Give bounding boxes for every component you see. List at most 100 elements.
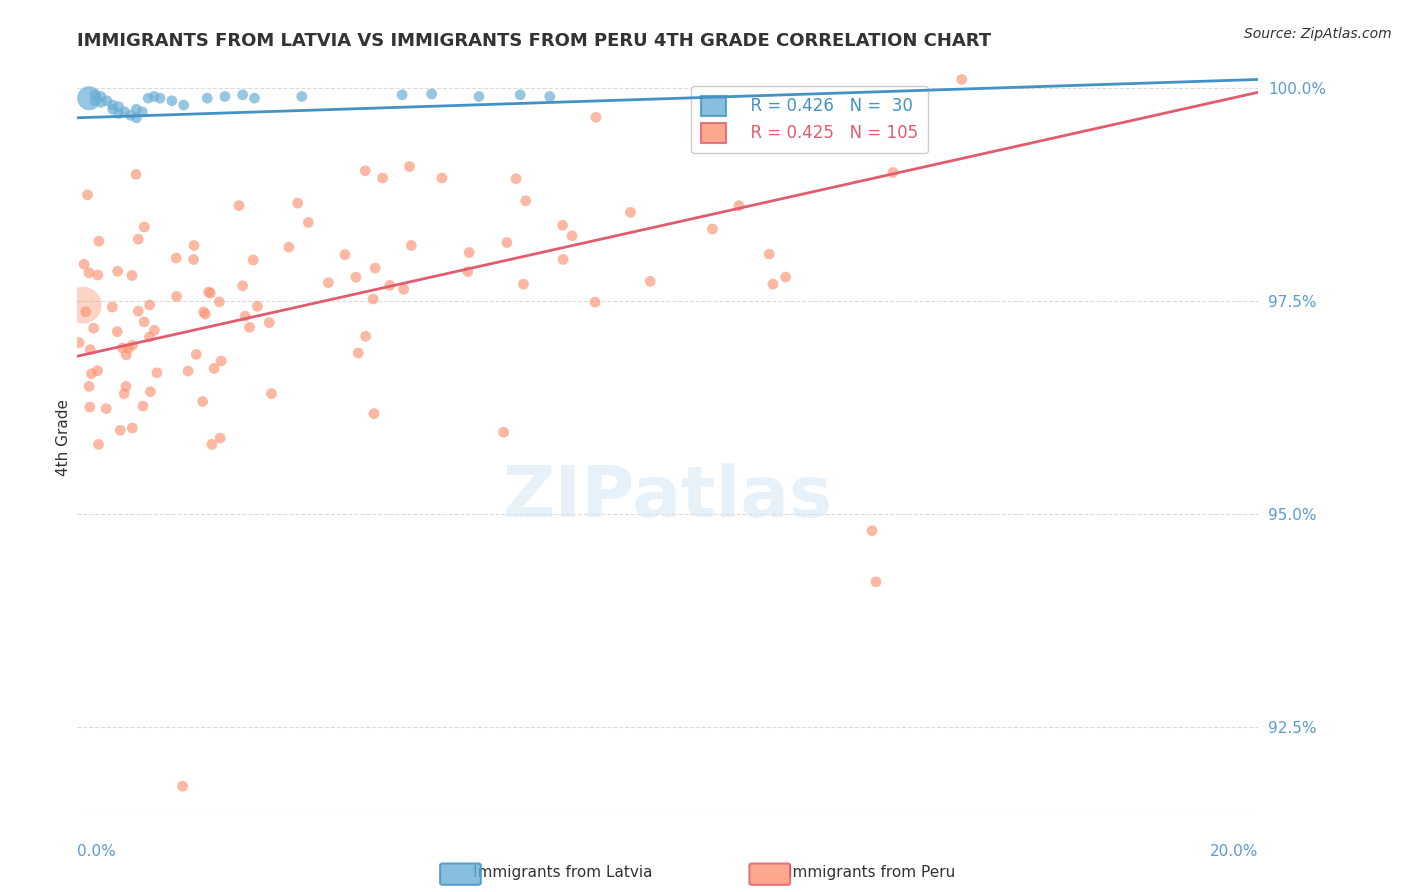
Point [127,304,149,318]
Point [86,364,108,378]
Point [728,199,751,213]
Point [583,295,606,310]
Point [125,102,148,116]
Point [509,87,531,102]
Point [75,305,97,319]
Point [101,98,124,112]
Point [561,228,583,243]
Point [363,407,385,421]
Text: 20.0%: 20.0% [1211,845,1258,859]
Text: 4th Grade: 4th Grade [56,399,70,475]
Point [186,347,208,361]
Point [246,299,269,313]
Point [77,379,100,393]
Point [121,338,143,352]
Point [361,292,384,306]
Point [134,315,156,329]
Point [77,266,100,280]
Text: ZIPatlas: ZIPatlas [503,463,832,532]
Point [492,425,515,440]
Point [101,102,124,116]
Point [318,276,340,290]
Point [232,87,254,102]
Point [96,94,118,108]
Point [233,309,256,323]
Point [882,165,904,179]
Point [228,198,250,212]
Point [430,171,453,186]
Point [112,386,135,401]
Point [208,294,231,309]
Point [183,238,205,252]
Point [149,91,172,105]
Point [117,342,139,356]
Text: Immigrants from Latvia: Immigrants from Latvia [472,865,652,880]
Point [138,298,160,312]
Point [132,399,155,413]
Point [173,98,195,112]
Point [214,89,236,103]
Point [257,316,280,330]
Point [121,268,143,283]
Point [73,257,96,271]
Point [160,94,183,108]
Point [291,89,314,103]
Point [195,91,218,105]
Point [242,252,264,267]
Point [392,282,415,296]
Point [90,89,112,103]
Point [67,335,90,350]
Point [96,401,118,416]
Point [105,325,128,339]
Point [333,247,356,261]
Point [371,171,394,186]
Point [115,348,138,362]
Point [758,247,780,261]
Point [84,94,107,108]
Point [553,252,575,267]
Point [354,329,377,343]
Point [131,104,153,119]
Point [860,524,883,538]
Point [420,87,443,101]
Point [127,232,149,246]
Point [209,431,232,445]
Point [114,104,136,119]
Point [115,379,138,393]
Point [191,394,214,409]
Point [354,163,377,178]
Point [702,222,724,236]
Point [193,305,215,319]
Point [83,321,105,335]
Text: IMMIGRANTS FROM LATVIA VS IMMIGRANTS FROM PERU 4TH GRADE CORRELATION CHART: IMMIGRANTS FROM LATVIA VS IMMIGRANTS FRO… [77,32,991,50]
Point [125,111,148,125]
Point [143,323,166,337]
Point [401,238,423,252]
Point [950,72,973,87]
Point [201,437,224,451]
Point [87,437,110,451]
Point [243,91,266,105]
Point [551,219,574,233]
Point [347,346,370,360]
Point [177,364,200,378]
Point [172,779,194,793]
Text: Source: ZipAtlas.com: Source: ZipAtlas.com [1244,27,1392,41]
Point [166,289,188,303]
Point [72,298,94,312]
Point [79,343,101,357]
Point [775,270,797,285]
Point [76,187,98,202]
Point [391,87,413,102]
Point [515,194,537,208]
Point [202,361,225,376]
Point [107,100,129,114]
Point [238,320,260,334]
Point [121,421,143,435]
Point [79,400,101,414]
Point [143,89,166,103]
Point [762,277,785,292]
Point [398,160,420,174]
Point [458,245,481,260]
Point [585,111,607,125]
